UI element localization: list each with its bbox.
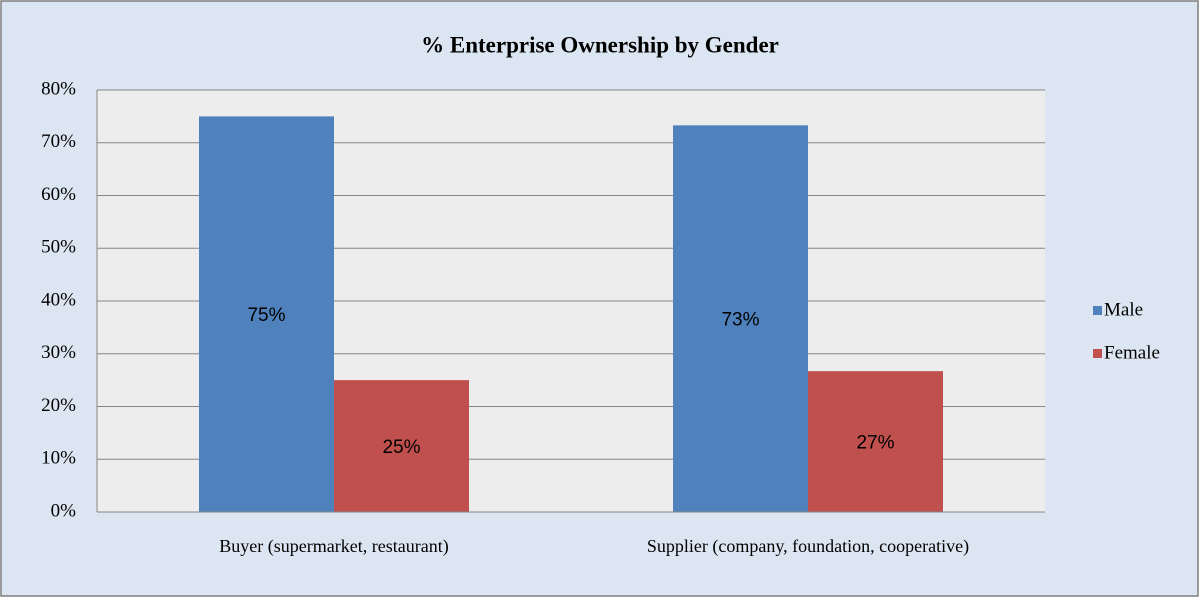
y-tick-label: 10% bbox=[41, 448, 76, 469]
y-tick-label: 50% bbox=[41, 237, 76, 258]
y-tick-label: 20% bbox=[41, 395, 76, 416]
x-tick-label: Supplier (company, foundation, cooperati… bbox=[646, 536, 970, 556]
bar bbox=[334, 380, 469, 512]
data-label: 75% bbox=[247, 305, 285, 326]
y-tick-label: 40% bbox=[41, 289, 76, 310]
legend-swatch bbox=[1093, 306, 1102, 315]
y-tick-label: 30% bbox=[41, 342, 76, 363]
y-tick-label: 60% bbox=[41, 184, 76, 205]
bar bbox=[808, 371, 943, 512]
bar bbox=[199, 116, 334, 512]
chart-title: % Enterprise Ownership by Gender bbox=[421, 32, 779, 57]
legend-label: Female bbox=[1104, 342, 1160, 363]
data-label: 73% bbox=[721, 310, 759, 331]
data-label: 27% bbox=[856, 433, 894, 454]
y-tick-label: 70% bbox=[41, 131, 76, 152]
y-tick-label: 80% bbox=[41, 78, 76, 99]
data-label: 25% bbox=[382, 437, 420, 458]
legend-label: Male bbox=[1104, 299, 1143, 320]
y-tick-label: 0% bbox=[51, 500, 77, 521]
legend-swatch bbox=[1093, 349, 1102, 358]
bar bbox=[673, 125, 808, 512]
x-tick-label: Buyer (supermarket, restaurant) bbox=[219, 536, 449, 556]
